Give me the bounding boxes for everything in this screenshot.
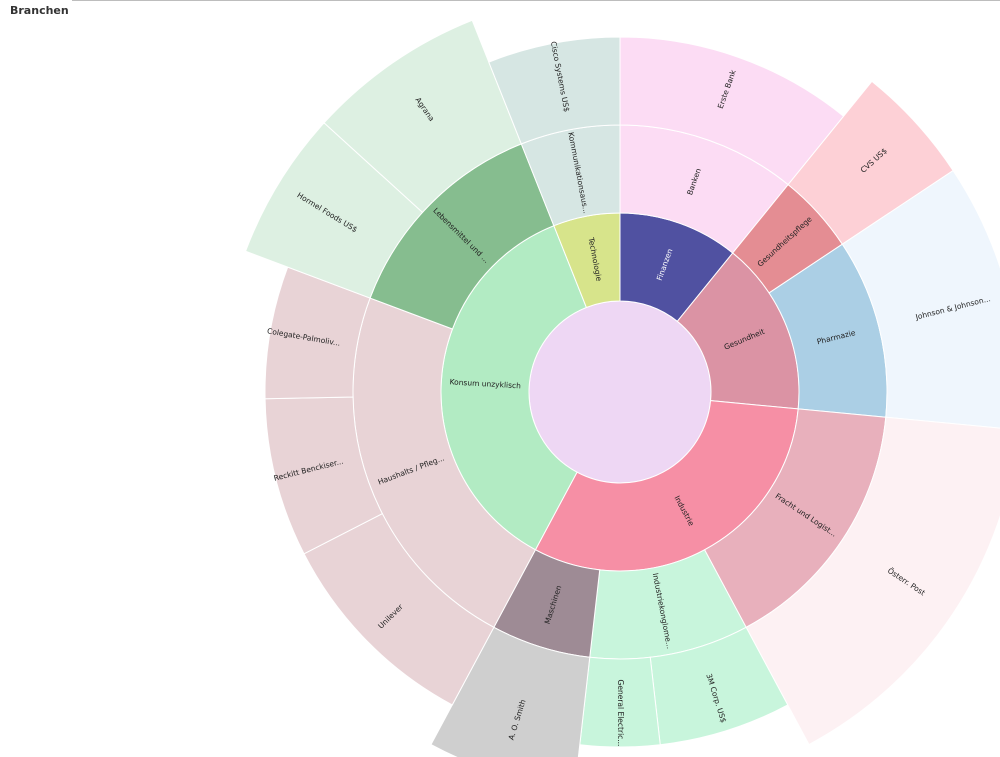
label-general-electric: General Electric... [616,680,625,747]
segment-sterr-post[interactable] [745,416,1000,746]
label-konsum-unzyklisch: Konsum unzyklisch [449,377,521,390]
sunburst-root [528,300,712,484]
segment-cisco-systems-us[interactable] [488,36,621,145]
segment-agrana[interactable] [323,19,522,214]
segment-johnson-johnson[interactable] [841,169,1000,430]
header-rule [72,0,1000,1]
page-title: Branchen [10,4,69,17]
segment-a-o-smith[interactable] [430,626,591,757]
